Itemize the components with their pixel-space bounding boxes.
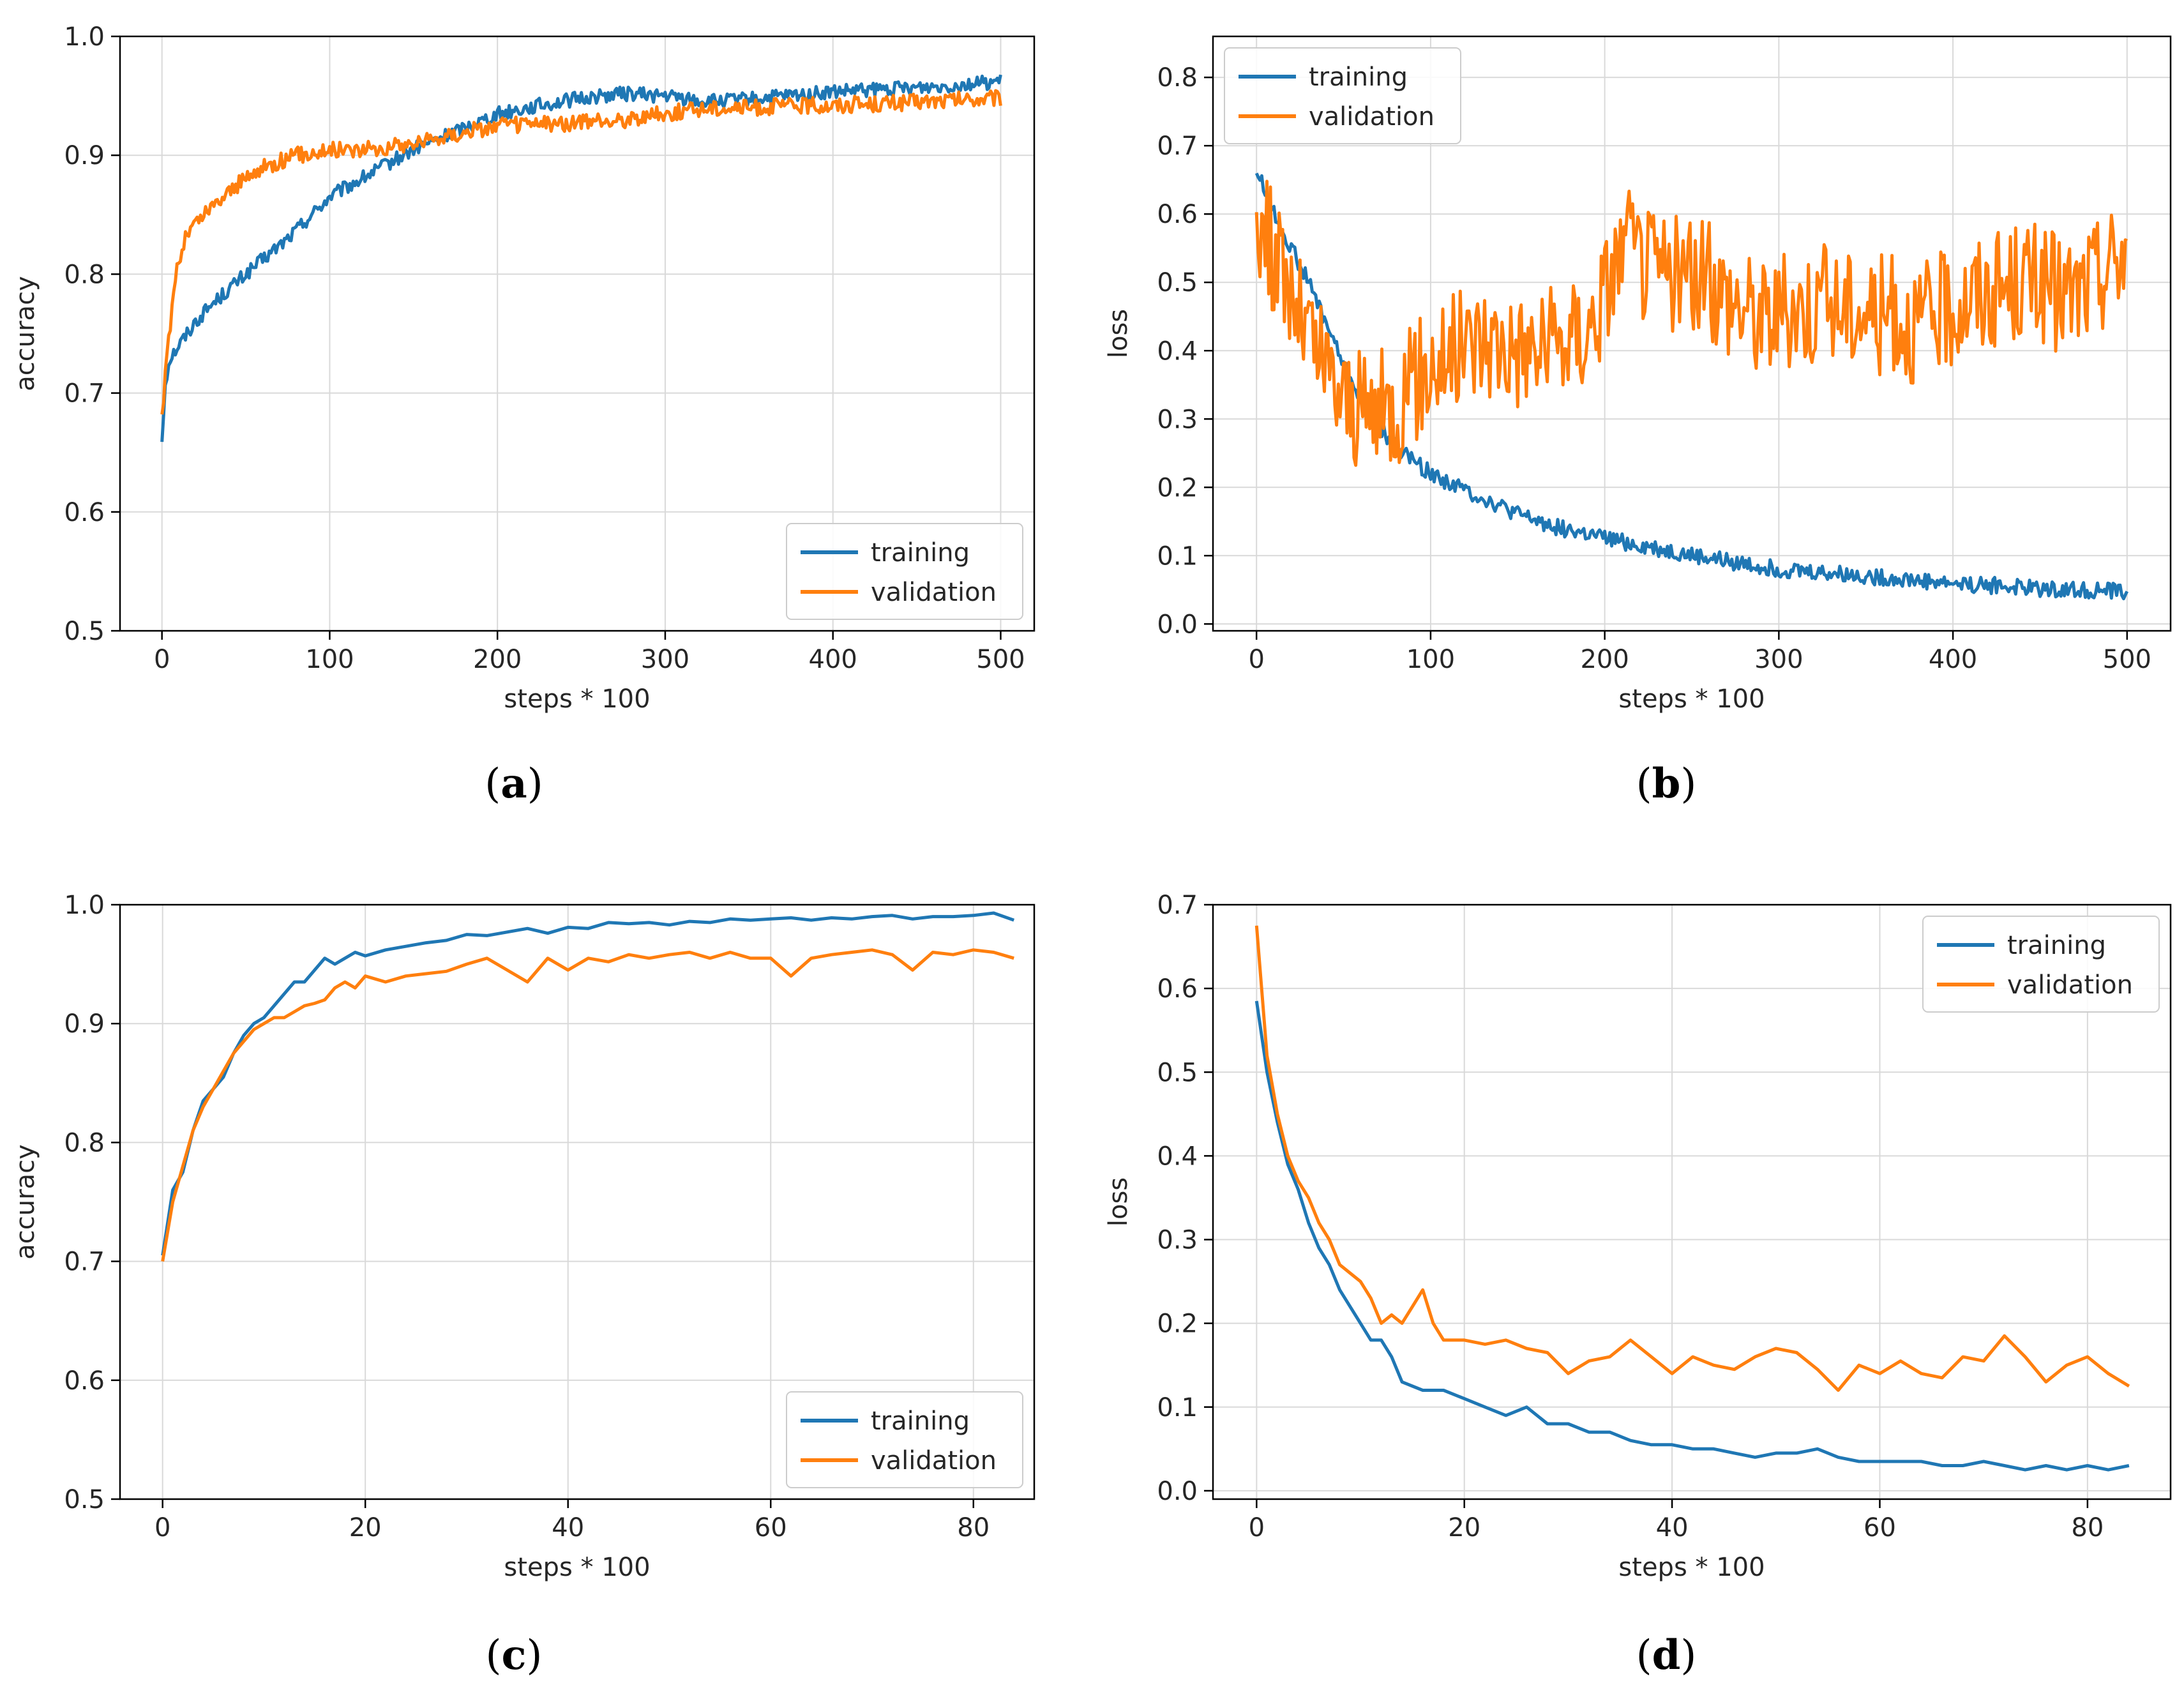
x-tick-label: 0 bbox=[1249, 1513, 1265, 1543]
y-tick-label: 0.7 bbox=[1157, 891, 1198, 920]
y-tick-label: 0.6 bbox=[64, 498, 105, 527]
x-tick-label: 0 bbox=[1248, 645, 1264, 674]
y-tick-label: 0.0 bbox=[1157, 610, 1198, 639]
series-line-training bbox=[161, 911, 1015, 1256]
x-tick-label: 100 bbox=[1406, 645, 1455, 674]
y-tick-label: 0.5 bbox=[1157, 268, 1198, 298]
y-tick-label: 0.2 bbox=[1157, 473, 1198, 502]
x-tick-label: 80 bbox=[957, 1513, 990, 1543]
y-tick-label: 0.6 bbox=[1157, 200, 1198, 229]
y-tick-label: 0.9 bbox=[64, 141, 105, 170]
panel-d: 0 20 40 60 80 0.0 0.1 0.2 0.3 0.4 0.5 0.6 0.7 steps *… bbox=[1092, 868, 2184, 1596]
legend-label-validation: validation bbox=[871, 1446, 997, 1476]
x-tick-label: 300 bbox=[641, 645, 689, 674]
series-line-validation bbox=[160, 89, 1002, 415]
caption-b: (b) bbox=[1636, 760, 1697, 808]
x-tick-label: 0 bbox=[154, 645, 170, 674]
y-tick-label: 0.2 bbox=[1157, 1310, 1198, 1339]
legend-box bbox=[786, 523, 1023, 620]
legend-label-training: training bbox=[871, 1407, 970, 1436]
x-axis-label: steps * 100 bbox=[1618, 1553, 1765, 1582]
chart-d: 0 20 40 60 80 0.0 0.1 0.2 0.3 0.4 0.5 0.6 0.7 steps *… bbox=[1104, 891, 2172, 1582]
legend-label-validation: validation bbox=[1309, 102, 1435, 132]
legend: training validation bbox=[1224, 47, 1461, 144]
series-line-validation bbox=[1254, 179, 2128, 467]
plot-frame bbox=[119, 35, 1036, 632]
x-tick-label: 300 bbox=[1754, 645, 1803, 674]
x-tick-label: 500 bbox=[2103, 645, 2151, 674]
legend: training validation bbox=[786, 523, 1023, 620]
x-tick-label: 60 bbox=[755, 1513, 787, 1543]
series-line-validation bbox=[161, 948, 1014, 1262]
y-tick-label: 0.0 bbox=[1157, 1477, 1198, 1506]
y-axis-label: accuracy bbox=[11, 1144, 40, 1259]
y-tick-label: 1.0 bbox=[64, 891, 105, 920]
y-tick-label: 0.9 bbox=[64, 1009, 105, 1039]
legend-label-training: training bbox=[871, 538, 970, 568]
x-tick-label: 60 bbox=[1864, 1513, 1896, 1543]
chart-a: 0 100 200 300 400 500 0.5 0.6 0.7 0.8 0.9 1.0 steps … bbox=[11, 22, 1036, 714]
caption-d: (d) bbox=[1636, 1631, 1697, 1679]
legend-label-training: training bbox=[2007, 931, 2106, 960]
x-tick-label: 40 bbox=[552, 1513, 584, 1543]
series-line-training bbox=[1254, 1000, 2130, 1472]
x-tick-label: 500 bbox=[976, 645, 1025, 674]
legend-label-validation: validation bbox=[871, 578, 997, 607]
x-tick-label: 0 bbox=[154, 1513, 170, 1543]
legend-label-validation: validation bbox=[2007, 970, 2133, 1000]
x-tick-label: 200 bbox=[1580, 645, 1629, 674]
y-tick-label: 0.6 bbox=[1157, 974, 1198, 1004]
y-tick-label: 0.1 bbox=[1157, 1393, 1198, 1423]
panel-a: 0 100 200 300 400 500 0.5 0.6 0.7 0.8 0.9 1.0 steps … bbox=[0, 0, 1092, 728]
y-axis-label: accuracy bbox=[11, 276, 40, 391]
x-tick-label: 400 bbox=[809, 645, 857, 674]
x-tick-label: 40 bbox=[1656, 1513, 1689, 1543]
x-tick-label: 400 bbox=[1929, 645, 1977, 674]
legend-box bbox=[1922, 916, 2160, 1013]
chart-c: 0 20 40 60 80 0.5 0.6 0.7 0.8 0.9 1.0 steps * 100 ac… bbox=[11, 891, 1036, 1582]
legend-box bbox=[786, 1391, 1023, 1488]
y-tick-label: 0.5 bbox=[64, 617, 105, 646]
y-tick-label: 0.8 bbox=[64, 260, 105, 289]
y-tick-label: 0.6 bbox=[64, 1366, 105, 1396]
y-tick-label: 0.7 bbox=[64, 1248, 105, 1277]
y-tick-label: 1.0 bbox=[64, 22, 105, 52]
plot-frame bbox=[1212, 903, 2172, 1500]
y-tick-label: 0.4 bbox=[1157, 336, 1198, 366]
series-line-validation bbox=[1254, 925, 2130, 1392]
x-tick-label: 20 bbox=[1448, 1513, 1480, 1543]
caption-c: (c) bbox=[485, 1631, 543, 1679]
plot-frame bbox=[119, 903, 1036, 1500]
y-tick-label: 0.4 bbox=[1157, 1142, 1198, 1171]
x-axis-label: steps * 100 bbox=[504, 1553, 650, 1582]
y-tick-label: 0.5 bbox=[64, 1485, 105, 1514]
chart-b: 0 100 200 300 400 500 0.0 0.1 0.2 0.3 0.4 0.5 0.6 0.7… bbox=[1104, 35, 2172, 714]
x-tick-label: 100 bbox=[305, 645, 354, 674]
legend-label-training: training bbox=[1309, 63, 1408, 92]
caption-a: (a) bbox=[485, 760, 543, 808]
y-tick-label: 0.1 bbox=[1157, 541, 1198, 571]
x-tick-label: 20 bbox=[349, 1513, 382, 1543]
y-tick-label: 0.3 bbox=[1157, 1226, 1198, 1255]
y-tick-label: 0.8 bbox=[1157, 63, 1198, 93]
y-tick-label: 0.7 bbox=[1157, 132, 1198, 161]
y-tick-label: 0.3 bbox=[1157, 405, 1198, 434]
legend-box bbox=[1224, 47, 1461, 144]
y-tick-label: 0.8 bbox=[64, 1128, 105, 1158]
y-tick-label: 0.7 bbox=[64, 379, 105, 409]
y-axis-label: loss bbox=[1104, 309, 1133, 358]
y-tick-label: 0.5 bbox=[1157, 1058, 1198, 1087]
legend: training validation bbox=[1922, 916, 2160, 1013]
plot-frame bbox=[1212, 35, 2172, 632]
x-axis-label: steps * 100 bbox=[504, 684, 650, 714]
series-line-training bbox=[160, 74, 1002, 442]
x-tick-label: 200 bbox=[473, 645, 522, 674]
legend: training validation bbox=[786, 1391, 1023, 1488]
panel-c: 0 20 40 60 80 0.5 0.6 0.7 0.8 0.9 1.0 steps * 100 ac… bbox=[0, 868, 1092, 1596]
x-axis-label: steps * 100 bbox=[1618, 684, 1765, 714]
x-tick-label: 80 bbox=[2071, 1513, 2104, 1543]
panel-b: 0 100 200 300 400 500 0.0 0.1 0.2 0.3 0.4 0.5 0.6 0.7… bbox=[1092, 0, 2184, 728]
y-axis-label: loss bbox=[1104, 1177, 1133, 1227]
